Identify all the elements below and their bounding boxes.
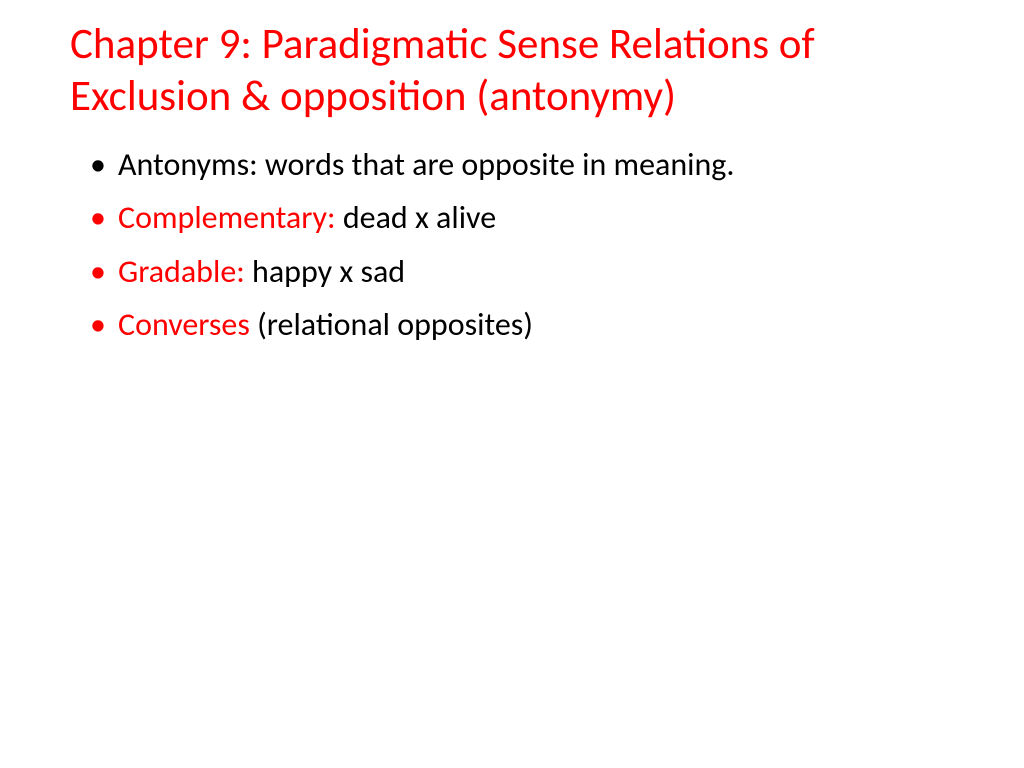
bullet-text-span: Converses (118, 305, 257, 344)
bullet-item: Complementary: dead x alive (90, 196, 954, 239)
bullet-text-span: happy x sad (252, 252, 405, 291)
bullet-text-span: Gradable: (118, 252, 252, 291)
bullet-item: Converses (relational opposites) (90, 303, 954, 346)
bullet-item: Antonyms: words that are opposite in mea… (90, 143, 954, 186)
slide-title: Chapter 9: Paradigmatic Sense Relations … (70, 18, 954, 121)
slide-content: Chapter 9: Paradigmatic Sense Relations … (0, 0, 1024, 346)
bullet-list: Antonyms: words that are opposite in mea… (70, 143, 954, 346)
bullet-text-span: dead x alive (343, 198, 496, 237)
bullet-item: Gradable: happy x sad (90, 250, 954, 293)
bullet-text-span: Antonyms: words that are opposite in mea… (118, 145, 734, 184)
bullet-text-span: (relational opposites) (257, 305, 533, 344)
bullet-text-span: Complementary: (118, 198, 343, 237)
